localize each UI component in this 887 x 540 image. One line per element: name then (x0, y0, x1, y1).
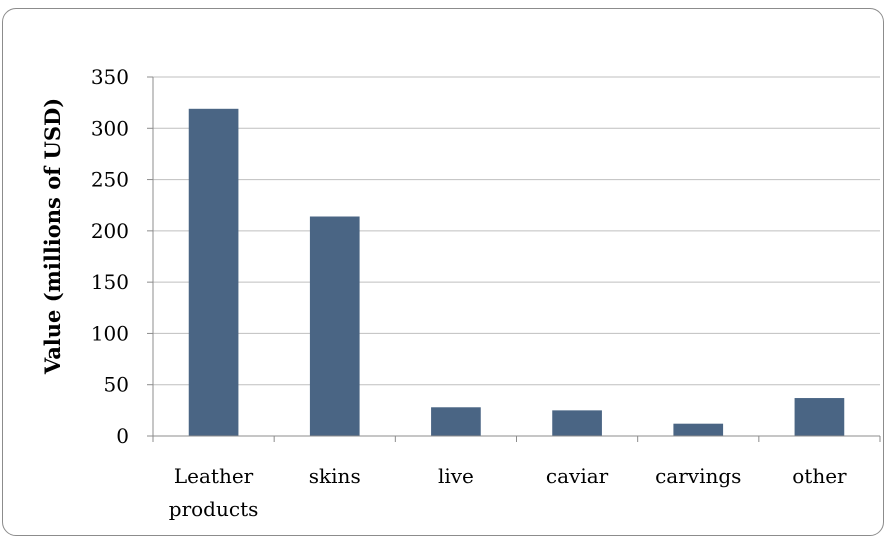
y-tick-label: 50 (104, 373, 129, 397)
bar (552, 410, 602, 436)
bar (431, 407, 481, 436)
y-tick-label: 150 (91, 270, 129, 294)
bar (673, 423, 724, 436)
bars (188, 108, 845, 436)
x-tick-label: carvings (655, 464, 741, 488)
axes (152, 77, 881, 442)
x-tick-label: caviar (546, 464, 609, 488)
y-tick-labels: 0 50 100 150 200 250 300 350 (91, 65, 129, 448)
y-tick-label: 250 (91, 168, 129, 192)
y-tick-label: 100 (91, 321, 129, 345)
x-tick-label: products (169, 497, 259, 521)
bar (794, 398, 845, 436)
y-tick-label: 0 (116, 424, 129, 448)
y-tick-label: 200 (91, 219, 129, 243)
x-tick-label: skins (309, 464, 361, 488)
y-axis-label: Value (millions of USD) (40, 98, 65, 375)
x-tick-label: Leather (174, 464, 254, 488)
bar (309, 216, 360, 436)
x-tick-labels: Leather products skins live caviar carvings ot… (169, 464, 847, 521)
x-tick-label: other (792, 464, 847, 488)
bar (188, 108, 239, 436)
y-tick-label: 350 (91, 65, 129, 89)
x-tick-label: live (438, 464, 474, 488)
y-tick-label: 300 (91, 116, 129, 140)
gridlines (147, 76, 880, 437)
chart-frame (2, 8, 884, 536)
